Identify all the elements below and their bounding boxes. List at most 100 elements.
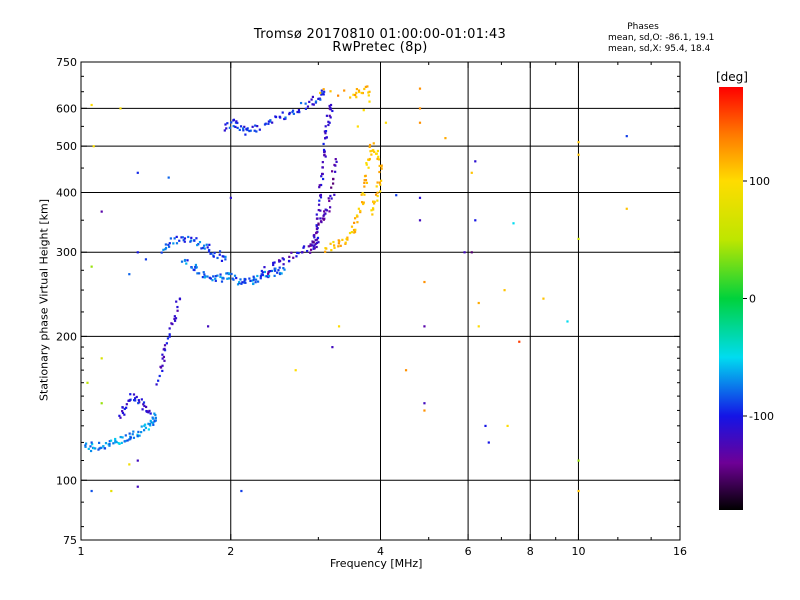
noise-point xyxy=(384,121,388,124)
data-point xyxy=(318,186,321,189)
data-point xyxy=(254,124,257,127)
data-point xyxy=(348,231,352,235)
noise-point xyxy=(512,222,515,225)
data-point xyxy=(222,255,225,258)
data-point xyxy=(370,209,373,212)
data-point xyxy=(302,245,306,248)
data-point xyxy=(328,114,331,117)
data-point xyxy=(379,179,383,182)
data-point xyxy=(219,273,222,276)
data-point xyxy=(367,166,370,169)
data-point xyxy=(123,407,126,411)
data-point xyxy=(212,275,215,278)
data-point xyxy=(157,379,160,382)
data-point xyxy=(274,115,277,118)
data-point xyxy=(94,447,97,450)
noise-point xyxy=(136,485,139,488)
data-point xyxy=(297,251,300,255)
data-point xyxy=(267,275,270,279)
data-point xyxy=(185,262,188,265)
noise-point xyxy=(206,325,210,328)
y-tick-label: 100 xyxy=(56,474,77,487)
data-point xyxy=(315,224,318,227)
noise-point xyxy=(423,325,426,328)
data-point xyxy=(189,240,192,243)
data-point xyxy=(322,214,325,217)
data-point xyxy=(140,398,143,401)
data-point xyxy=(195,237,198,240)
colorbar-tick-label: -100 xyxy=(749,410,774,423)
data-point xyxy=(328,206,332,209)
data-point xyxy=(261,271,264,274)
data-point xyxy=(380,167,383,170)
data-point xyxy=(183,240,186,243)
data-point xyxy=(355,91,358,94)
data-point xyxy=(339,244,342,247)
data-point xyxy=(364,85,367,89)
noise-point xyxy=(474,219,477,222)
data-point xyxy=(353,230,357,233)
data-point xyxy=(267,122,270,125)
data-point xyxy=(311,240,314,243)
data-point xyxy=(84,445,87,448)
data-point xyxy=(273,261,276,264)
data-point xyxy=(378,181,381,184)
data-point xyxy=(144,423,147,426)
data-point xyxy=(376,181,379,184)
data-point xyxy=(307,245,310,248)
data-point xyxy=(269,119,272,122)
data-point xyxy=(168,327,171,330)
data-point xyxy=(128,432,131,435)
data-point xyxy=(114,441,117,444)
data-point xyxy=(332,244,336,247)
noise-point xyxy=(92,145,95,148)
y-tick-label: 300 xyxy=(56,246,77,259)
data-point xyxy=(314,242,317,246)
x-axis-label: Frequency [MHz] xyxy=(330,557,423,570)
data-point xyxy=(304,102,307,105)
data-point xyxy=(343,89,346,92)
data-point xyxy=(334,164,337,167)
data-point xyxy=(108,440,111,443)
data-point xyxy=(181,236,184,239)
data-point xyxy=(315,241,319,245)
data-point xyxy=(134,399,137,402)
noise-point xyxy=(577,141,580,144)
data-point xyxy=(202,246,205,250)
data-point xyxy=(154,419,157,422)
data-point xyxy=(166,337,170,340)
data-point xyxy=(337,245,340,248)
data-point xyxy=(174,317,178,320)
data-point xyxy=(208,243,211,246)
data-point xyxy=(182,239,185,242)
data-point xyxy=(278,115,281,118)
data-point xyxy=(371,213,374,216)
data-point xyxy=(376,199,379,202)
y-tick-label: 750 xyxy=(56,56,77,69)
data-point xyxy=(310,98,313,101)
data-point xyxy=(98,447,101,450)
data-point xyxy=(211,279,214,282)
data-point xyxy=(288,259,291,263)
data-point xyxy=(196,243,199,247)
data-point xyxy=(309,243,312,246)
data-point xyxy=(311,103,314,106)
data-point xyxy=(176,305,179,309)
data-point xyxy=(143,424,146,427)
data-point xyxy=(89,445,92,448)
data-point xyxy=(208,276,211,279)
data-point xyxy=(194,263,198,267)
data-point xyxy=(329,116,332,119)
data-point xyxy=(276,271,279,274)
data-point xyxy=(149,412,152,415)
stat-o-mode: mean, sd,O: -86.1, 19.1 xyxy=(608,33,715,43)
data-point xyxy=(323,130,326,133)
data-point xyxy=(226,122,229,125)
data-point xyxy=(259,277,262,280)
data-point xyxy=(239,125,243,128)
noise-point xyxy=(362,109,365,112)
data-point xyxy=(195,266,198,269)
noise-point xyxy=(418,87,422,90)
data-point xyxy=(344,242,347,245)
data-point xyxy=(321,177,325,181)
